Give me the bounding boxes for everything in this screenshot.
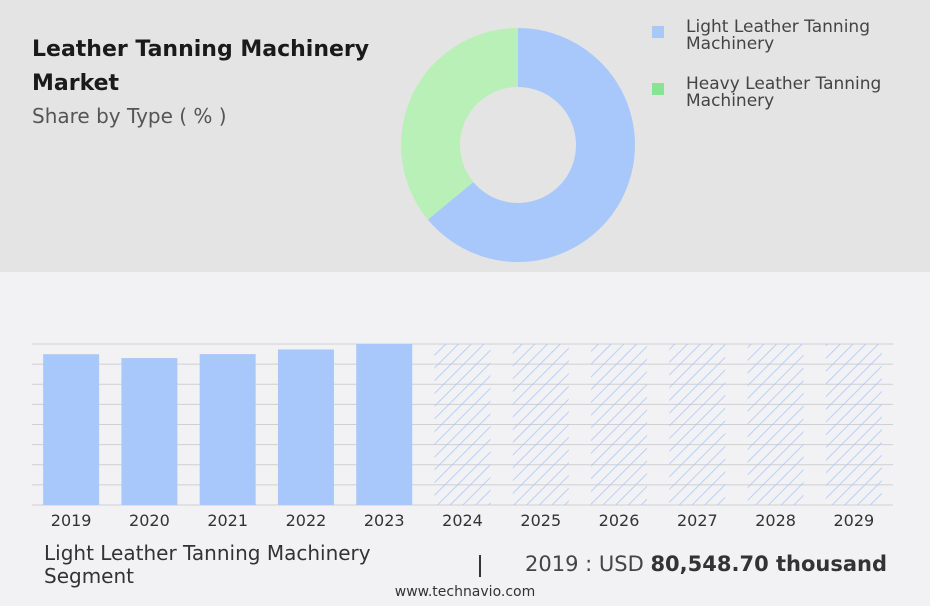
x-tick-label: 2019	[51, 511, 92, 530]
bar-2028	[747, 344, 804, 505]
x-tick-label: 2027	[677, 511, 718, 530]
legend-item-light: Light Leather Tanning Machinery	[652, 19, 906, 53]
footer-website: www.technavio.com	[394, 584, 536, 600]
x-tick-label: 2029	[834, 511, 875, 530]
legend-label-light: Light Leather Tanning Machinery	[686, 17, 870, 54]
legend-label-heavy: Heavy Leather Tanning Machinery	[686, 74, 882, 111]
x-tick-label: 2022	[286, 511, 327, 530]
x-tick-label: 2021	[207, 511, 248, 530]
segment-label: Light Leather Tanning Machinery Segment	[44, 541, 371, 588]
bar-2024	[434, 344, 491, 505]
x-tick-label: 2024	[442, 511, 483, 530]
donut-slice-0	[427, 28, 635, 262]
bar-2022	[277, 349, 334, 505]
bar-chart	[43, 344, 882, 505]
bar-2025	[512, 344, 569, 505]
chart-title: Leather Tanning Machinery Market	[32, 37, 370, 96]
donut-slice-1	[400, 28, 518, 220]
bar-2023	[356, 344, 413, 505]
bar-2020	[121, 358, 178, 505]
x-tick-label: 2020	[129, 511, 170, 530]
x-tick-label: 2028	[755, 511, 796, 530]
legend-swatch-light	[652, 26, 664, 38]
value-amount: 80,548.70 thousand	[650, 552, 888, 576]
legend-item-heavy: Heavy Leather Tanning Machinery	[652, 76, 906, 110]
value-readout: 2019 : USD 80,548.70 thousand	[525, 552, 887, 576]
x-tick-label: 2026	[599, 511, 640, 530]
bar-2026	[591, 344, 648, 505]
bar-2019	[43, 354, 100, 505]
bar-2021	[199, 354, 256, 505]
value-year-prefix: 2019 : USD	[525, 552, 644, 576]
chart-subtitle: Share by Type ( % )	[32, 104, 227, 128]
bar-chart-x-ticks: 2019 2020 2021 2022 2023 2024 2025 2026 2027 2028…	[51, 511, 874, 530]
bar-2029	[825, 344, 882, 505]
x-tick-label: 2023	[364, 511, 405, 530]
donut-chart	[400, 28, 635, 262]
bar-2027	[669, 344, 726, 505]
separator	[479, 555, 481, 577]
legend-swatch-heavy	[652, 83, 664, 95]
x-tick-label: 2025	[520, 511, 561, 530]
